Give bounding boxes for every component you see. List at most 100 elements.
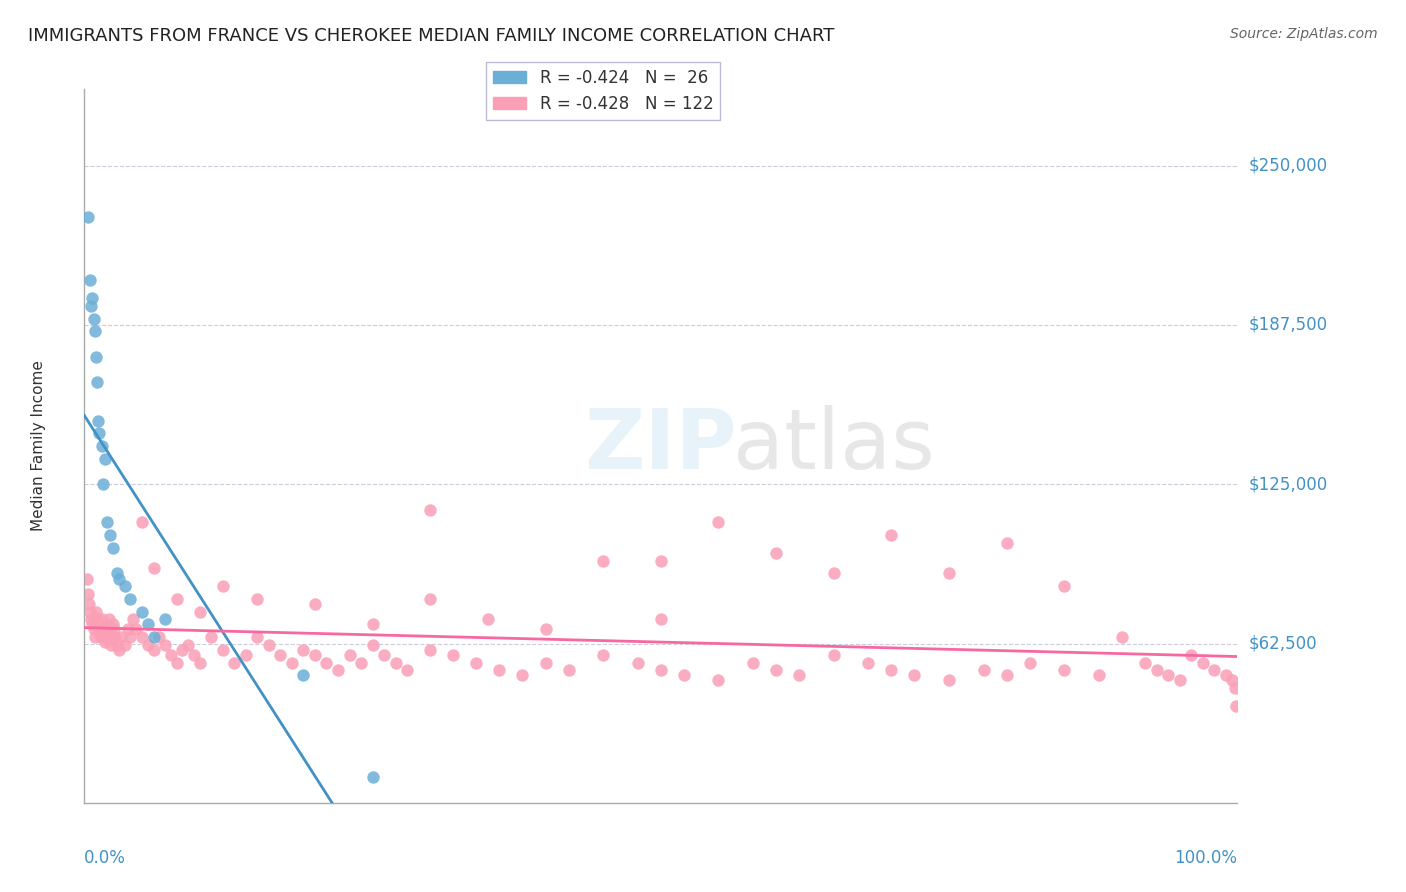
Text: atlas: atlas	[733, 406, 935, 486]
Point	[103, 617, 124, 632]
Point	[82, 291, 104, 305]
Point	[973, 663, 995, 677]
Point	[419, 643, 441, 657]
Point	[117, 623, 139, 637]
Point	[534, 656, 557, 670]
Point	[477, 612, 499, 626]
Point	[108, 643, 131, 657]
Point	[114, 638, 136, 652]
Point	[903, 668, 925, 682]
Legend: R = -0.424   N =  26, R = -0.428   N = 122: R = -0.424 N = 26, R = -0.428 N = 122	[486, 62, 720, 120]
Point	[1053, 579, 1076, 593]
Point	[105, 638, 128, 652]
Point	[246, 591, 269, 606]
Point	[83, 311, 105, 326]
Point	[166, 656, 188, 670]
Point	[94, 451, 117, 466]
Point	[707, 673, 730, 688]
Point	[103, 623, 125, 637]
Point	[419, 502, 441, 516]
Point	[787, 668, 810, 682]
Point	[83, 623, 105, 637]
Point	[89, 630, 111, 644]
Point	[93, 630, 115, 644]
Point	[1053, 663, 1076, 677]
Point	[441, 648, 464, 662]
Point	[82, 617, 104, 632]
Point	[136, 638, 159, 652]
Point	[76, 210, 98, 224]
Point	[77, 597, 100, 611]
Point	[650, 612, 672, 626]
Point	[105, 566, 128, 581]
Text: ZIP: ZIP	[585, 406, 737, 486]
Point	[1180, 648, 1202, 662]
Point	[350, 656, 373, 670]
Point	[83, 324, 105, 338]
Point	[79, 273, 101, 287]
Point	[384, 656, 406, 670]
Point	[83, 630, 105, 644]
Text: 100.0%: 100.0%	[1174, 848, 1237, 867]
Point	[98, 528, 121, 542]
Point	[1191, 656, 1213, 670]
Point	[1146, 663, 1168, 677]
Point	[160, 648, 183, 662]
Point	[304, 597, 326, 611]
Point	[292, 643, 315, 657]
Point	[120, 630, 142, 644]
Point	[650, 663, 672, 677]
Point	[142, 643, 165, 657]
Point	[281, 656, 304, 670]
Point	[91, 477, 114, 491]
Text: $250,000: $250,000	[1249, 157, 1327, 175]
Point	[120, 591, 142, 606]
Point	[188, 656, 211, 670]
Point	[765, 546, 787, 560]
Point	[183, 648, 205, 662]
Point	[315, 656, 337, 670]
Point	[104, 630, 127, 644]
Point	[87, 413, 110, 427]
Point	[224, 656, 246, 670]
Point	[326, 663, 349, 677]
Point	[91, 623, 114, 637]
Point	[1168, 673, 1191, 688]
Point	[361, 770, 384, 784]
Text: 0.0%: 0.0%	[84, 848, 127, 867]
Point	[1018, 656, 1040, 670]
Point	[90, 612, 112, 626]
Point	[172, 643, 194, 657]
Text: $125,000: $125,000	[1249, 475, 1329, 493]
Point	[1133, 656, 1156, 670]
Point	[79, 605, 101, 619]
Point	[1111, 630, 1133, 644]
Point	[269, 648, 291, 662]
Point	[86, 612, 108, 626]
Point	[488, 663, 510, 677]
Point	[100, 638, 122, 652]
Point	[1204, 663, 1226, 677]
Point	[1088, 668, 1111, 682]
Point	[142, 630, 165, 644]
Point	[707, 516, 730, 530]
Point	[880, 663, 903, 677]
Point	[465, 656, 488, 670]
Text: IMMIGRANTS FROM FRANCE VS CHEROKEE MEDIAN FAMILY INCOME CORRELATION CHART: IMMIGRANTS FROM FRANCE VS CHEROKEE MEDIA…	[28, 27, 835, 45]
Point	[938, 566, 960, 581]
Point	[166, 591, 188, 606]
Point	[1220, 673, 1243, 688]
Point	[1157, 668, 1180, 682]
Text: $62,500: $62,500	[1249, 634, 1317, 653]
Point	[96, 617, 118, 632]
Point	[89, 426, 111, 441]
Point	[136, 617, 159, 632]
Point	[188, 605, 211, 619]
Point	[396, 663, 419, 677]
Point	[592, 554, 614, 568]
Point	[627, 656, 650, 670]
Point	[96, 516, 118, 530]
Point	[110, 630, 132, 644]
Point	[84, 350, 107, 364]
Point	[534, 623, 557, 637]
